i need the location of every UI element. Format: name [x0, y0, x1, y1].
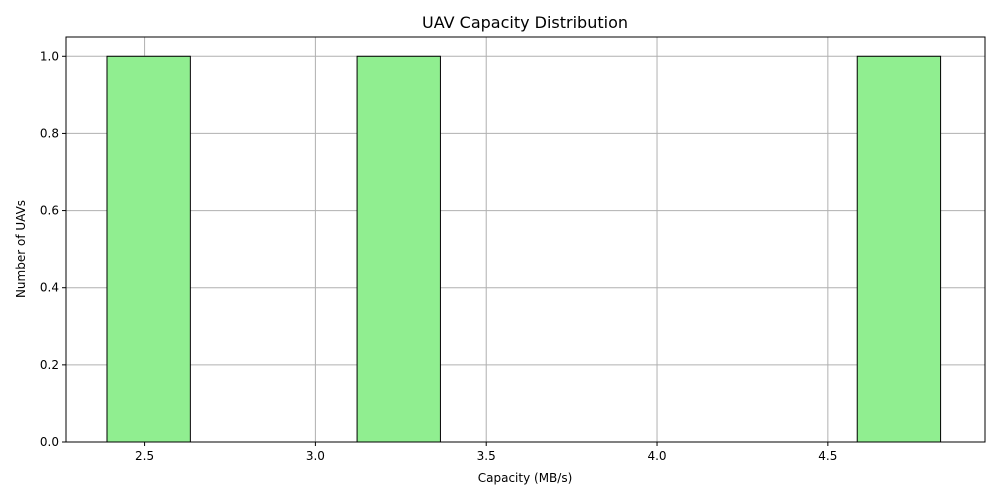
x-tick-label: 3.5 [477, 449, 496, 463]
y-tick-label: 1.0 [40, 49, 59, 63]
grid-lines [66, 37, 985, 443]
x-axis-ticks: 2.5 3.0 3.5 4.0 4.5 [135, 442, 837, 463]
y-tick-label: 0.0 [40, 435, 59, 449]
y-axis-ticks: 0.0 0.2 0.4 0.6 0.8 1.0 [40, 49, 66, 449]
histogram-bars [106, 55, 942, 443]
x-tick-label: 3.0 [306, 449, 325, 463]
chart-title: UAV Capacity Distribution [422, 13, 628, 32]
y-axis-label: Number of UAVs [14, 200, 28, 298]
x-axis-label: Capacity (MB/s) [478, 471, 573, 485]
y-tick-label: 0.8 [40, 126, 59, 140]
x-tick-label: 2.5 [135, 449, 154, 463]
x-tick-label: 4.5 [818, 449, 837, 463]
y-tick-label: 0.2 [40, 358, 59, 372]
histogram-bar [856, 55, 942, 443]
y-tick-label: 0.6 [40, 204, 59, 218]
histogram-bar [106, 55, 191, 443]
x-tick-label: 4.0 [647, 449, 666, 463]
plot-frame [65, 36, 986, 443]
y-tick-label: 0.4 [40, 281, 59, 295]
histogram-bar [356, 55, 441, 443]
